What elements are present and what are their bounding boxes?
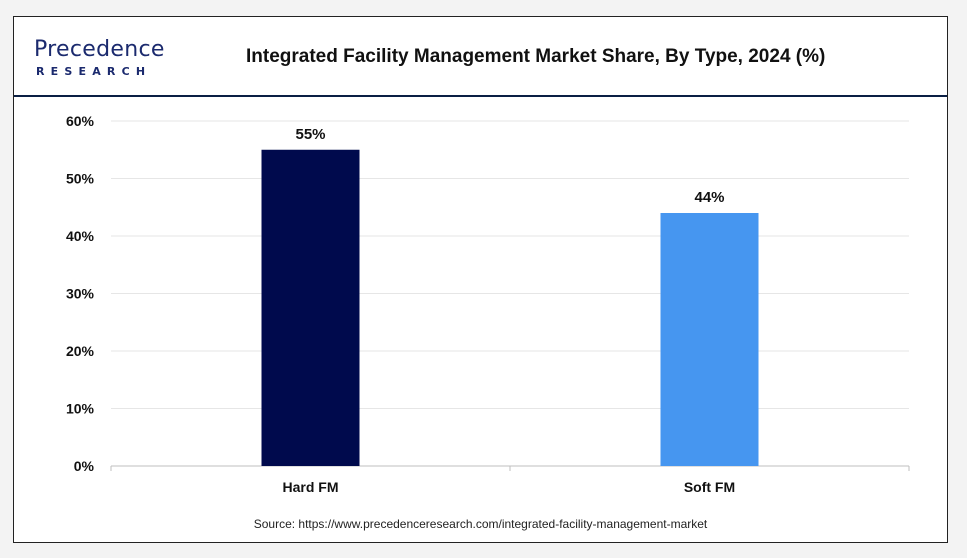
data-label: 55% bbox=[295, 126, 325, 143]
y-tick-label: 40% bbox=[66, 228, 95, 244]
chart-card: Precedence RESEARCH Integrated Facility … bbox=[13, 16, 948, 543]
y-tick-label: 30% bbox=[66, 286, 95, 302]
y-tick-label: 50% bbox=[66, 171, 95, 187]
logo-subtext: RESEARCH bbox=[36, 65, 152, 78]
precedence-research-logo: Precedence RESEARCH bbox=[34, 37, 174, 81]
logo-wordmark: Precedence bbox=[34, 37, 165, 62]
x-tick-label: Hard FM bbox=[283, 479, 339, 495]
y-tick-label: 20% bbox=[66, 343, 95, 359]
y-tick-label: 10% bbox=[66, 401, 95, 417]
bar bbox=[261, 149, 360, 466]
y-tick-label: 0% bbox=[74, 458, 95, 474]
data-label: 44% bbox=[694, 189, 724, 206]
y-tick-label: 60% bbox=[66, 113, 95, 129]
bar bbox=[660, 213, 759, 466]
bar-chart: 0% 10% 20% 30% 40% 50% 60% 55% Hard FM 44% Soft FM bbox=[66, 113, 910, 495]
source-note: Source: https://www.precedenceresearch.c… bbox=[253, 517, 708, 531]
chart-title: Integrated Facility Management Market Sh… bbox=[246, 46, 826, 67]
x-tick-label: Soft FM bbox=[684, 479, 735, 495]
chart-header: Precedence RESEARCH Integrated Facility … bbox=[14, 17, 947, 97]
